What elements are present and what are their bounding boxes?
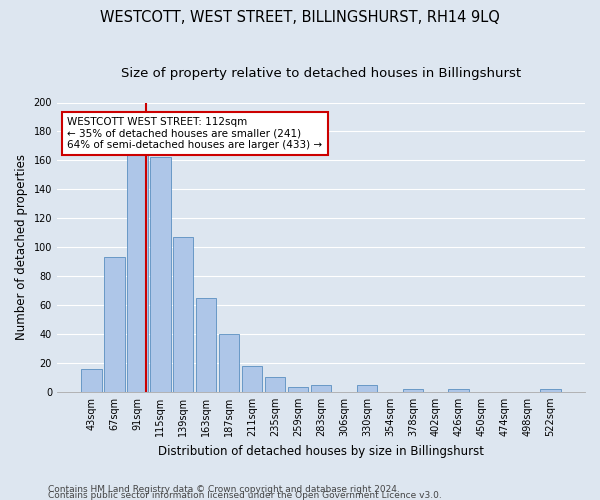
Bar bbox=[265, 378, 286, 392]
Bar bbox=[242, 366, 262, 392]
Bar bbox=[403, 389, 423, 392]
Bar bbox=[287, 388, 308, 392]
Bar bbox=[311, 384, 331, 392]
Bar bbox=[541, 389, 561, 392]
Bar bbox=[127, 149, 148, 392]
Title: Size of property relative to detached houses in Billingshurst: Size of property relative to detached ho… bbox=[121, 68, 521, 80]
Text: WESTCOTT WEST STREET: 112sqm
← 35% of detached houses are smaller (241)
64% of s: WESTCOTT WEST STREET: 112sqm ← 35% of de… bbox=[67, 117, 323, 150]
Bar bbox=[219, 334, 239, 392]
Bar bbox=[81, 368, 101, 392]
Text: Contains HM Land Registry data © Crown copyright and database right 2024.: Contains HM Land Registry data © Crown c… bbox=[48, 484, 400, 494]
Y-axis label: Number of detached properties: Number of detached properties bbox=[15, 154, 28, 340]
Text: Contains public sector information licensed under the Open Government Licence v3: Contains public sector information licen… bbox=[48, 490, 442, 500]
Text: WESTCOTT, WEST STREET, BILLINGSHURST, RH14 9LQ: WESTCOTT, WEST STREET, BILLINGSHURST, RH… bbox=[100, 10, 500, 25]
Bar bbox=[448, 389, 469, 392]
Bar bbox=[104, 258, 125, 392]
Bar bbox=[173, 237, 193, 392]
Bar bbox=[150, 158, 170, 392]
Bar bbox=[196, 298, 217, 392]
Bar bbox=[356, 384, 377, 392]
X-axis label: Distribution of detached houses by size in Billingshurst: Distribution of detached houses by size … bbox=[158, 444, 484, 458]
